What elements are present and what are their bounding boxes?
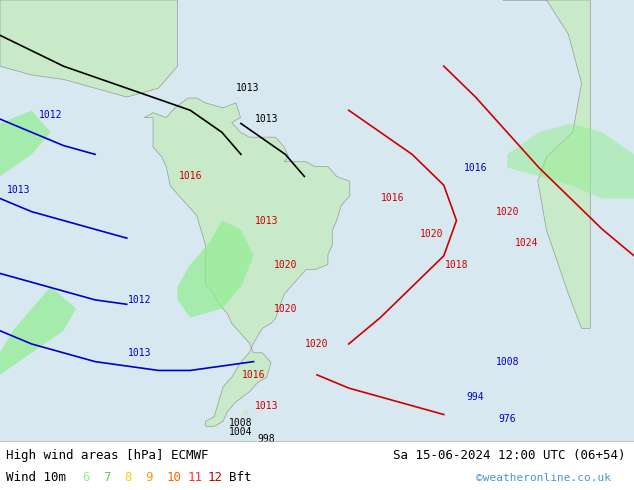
Text: ©weatheronline.co.uk: ©weatheronline.co.uk	[476, 473, 611, 483]
Polygon shape	[503, 0, 590, 328]
Text: 12: 12	[208, 471, 223, 484]
Text: 976: 976	[498, 414, 516, 424]
Text: 1008: 1008	[229, 418, 253, 428]
Text: 1013: 1013	[254, 114, 278, 124]
Text: 8: 8	[124, 471, 132, 484]
Text: 1013: 1013	[235, 83, 259, 93]
Text: 1016: 1016	[381, 194, 405, 203]
Polygon shape	[0, 0, 178, 97]
Text: 1016: 1016	[178, 172, 202, 181]
Text: 1016: 1016	[463, 163, 488, 172]
Text: 1013: 1013	[127, 348, 152, 358]
Text: Wind 10m: Wind 10m	[6, 471, 67, 484]
Text: 9: 9	[145, 471, 153, 484]
Text: 7: 7	[103, 471, 111, 484]
Text: 1020: 1020	[273, 260, 297, 270]
Text: 6: 6	[82, 471, 90, 484]
Polygon shape	[507, 123, 634, 198]
Text: Bft: Bft	[229, 471, 251, 484]
Text: 1020: 1020	[273, 304, 297, 314]
Polygon shape	[0, 110, 51, 176]
Text: 11: 11	[187, 471, 202, 484]
Text: 998: 998	[257, 434, 275, 444]
Polygon shape	[0, 287, 76, 375]
Text: 10: 10	[166, 471, 181, 484]
Text: 1020: 1020	[495, 207, 519, 217]
Polygon shape	[145, 98, 350, 426]
Text: 1013: 1013	[7, 185, 31, 195]
Text: 1013: 1013	[254, 216, 278, 225]
Text: 1020: 1020	[419, 229, 443, 239]
Text: 1018: 1018	[444, 260, 469, 270]
Text: 1020: 1020	[305, 339, 329, 349]
Text: High wind areas [hPa] ECMWF: High wind areas [hPa] ECMWF	[6, 449, 209, 462]
Text: 1008: 1008	[495, 357, 519, 367]
Text: 994: 994	[467, 392, 484, 402]
Text: 1016: 1016	[242, 370, 266, 380]
Text: 1004: 1004	[229, 427, 253, 437]
Text: 1012: 1012	[39, 110, 63, 120]
Text: 1012: 1012	[127, 295, 152, 305]
Text: Sa 15-06-2024 12:00 UTC (06+54): Sa 15-06-2024 12:00 UTC (06+54)	[393, 449, 626, 462]
Text: 1013: 1013	[254, 401, 278, 411]
Polygon shape	[178, 220, 254, 318]
Text: 1024: 1024	[514, 238, 538, 247]
